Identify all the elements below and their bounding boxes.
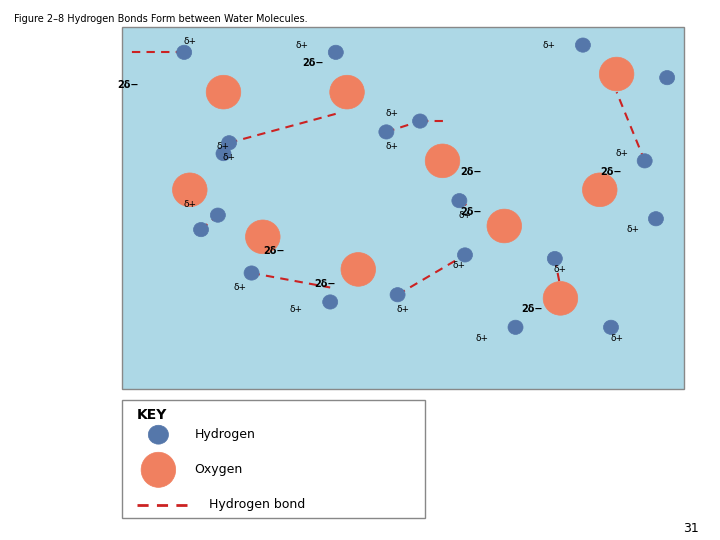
- Ellipse shape: [452, 193, 467, 208]
- Ellipse shape: [379, 125, 394, 139]
- Ellipse shape: [323, 295, 338, 309]
- Ellipse shape: [575, 38, 590, 52]
- Text: 2δ−: 2δ−: [264, 246, 285, 256]
- Text: 2δ−: 2δ−: [521, 304, 543, 314]
- Text: δ+: δ+: [385, 109, 398, 118]
- Text: δ+: δ+: [627, 225, 640, 234]
- Text: δ+: δ+: [385, 142, 398, 151]
- Text: Oxygen: Oxygen: [194, 463, 243, 476]
- Ellipse shape: [543, 281, 577, 315]
- Ellipse shape: [341, 253, 376, 286]
- Ellipse shape: [390, 288, 405, 302]
- Ellipse shape: [148, 426, 168, 444]
- Ellipse shape: [210, 208, 225, 222]
- FancyBboxPatch shape: [122, 27, 684, 389]
- Text: 2δ−: 2δ−: [460, 206, 482, 217]
- Text: 2δ−: 2δ−: [600, 167, 622, 177]
- Ellipse shape: [141, 453, 176, 487]
- Text: δ+: δ+: [296, 40, 309, 50]
- Text: δ+: δ+: [184, 37, 197, 46]
- Ellipse shape: [603, 320, 618, 334]
- Text: δ+: δ+: [397, 305, 410, 314]
- Ellipse shape: [206, 75, 240, 109]
- Ellipse shape: [649, 212, 663, 226]
- Text: δ+: δ+: [475, 334, 488, 343]
- Text: 2δ−: 2δ−: [314, 279, 336, 289]
- Ellipse shape: [244, 266, 259, 280]
- Ellipse shape: [426, 144, 460, 178]
- FancyBboxPatch shape: [122, 400, 425, 518]
- Ellipse shape: [582, 173, 617, 207]
- Ellipse shape: [660, 71, 675, 85]
- Ellipse shape: [457, 248, 472, 262]
- Ellipse shape: [194, 222, 209, 237]
- Text: δ+: δ+: [543, 40, 556, 50]
- Ellipse shape: [330, 75, 364, 109]
- Ellipse shape: [508, 320, 523, 334]
- Ellipse shape: [328, 45, 343, 59]
- Text: δ+: δ+: [217, 142, 230, 151]
- Text: δ+: δ+: [290, 305, 303, 314]
- Ellipse shape: [216, 146, 231, 161]
- Ellipse shape: [637, 154, 652, 168]
- Ellipse shape: [487, 209, 521, 243]
- Text: Hydrogen bond: Hydrogen bond: [209, 498, 305, 511]
- Text: δ+: δ+: [184, 200, 197, 209]
- Text: δ+: δ+: [554, 265, 567, 274]
- Text: KEY: KEY: [137, 408, 167, 422]
- Ellipse shape: [413, 114, 428, 128]
- Text: δ+: δ+: [453, 261, 466, 271]
- Text: δ+: δ+: [234, 283, 247, 292]
- Text: δ+: δ+: [459, 211, 472, 220]
- Ellipse shape: [176, 45, 192, 59]
- Text: Figure 2–8 Hydrogen Bonds Form between Water Molecules.: Figure 2–8 Hydrogen Bonds Form between W…: [14, 14, 308, 24]
- Text: 2δ−: 2δ−: [302, 58, 324, 68]
- Text: Hydrogen: Hydrogen: [194, 428, 256, 441]
- Text: δ+: δ+: [222, 153, 235, 162]
- Ellipse shape: [173, 173, 207, 207]
- Text: 2δ−: 2δ−: [460, 167, 482, 177]
- Text: 2δ−: 2δ−: [117, 80, 139, 90]
- Text: δ+: δ+: [616, 149, 629, 158]
- Ellipse shape: [599, 57, 634, 91]
- Text: δ+: δ+: [610, 334, 623, 343]
- Ellipse shape: [547, 252, 562, 266]
- Text: 31: 31: [683, 522, 698, 535]
- Ellipse shape: [246, 220, 280, 254]
- Ellipse shape: [222, 136, 237, 150]
